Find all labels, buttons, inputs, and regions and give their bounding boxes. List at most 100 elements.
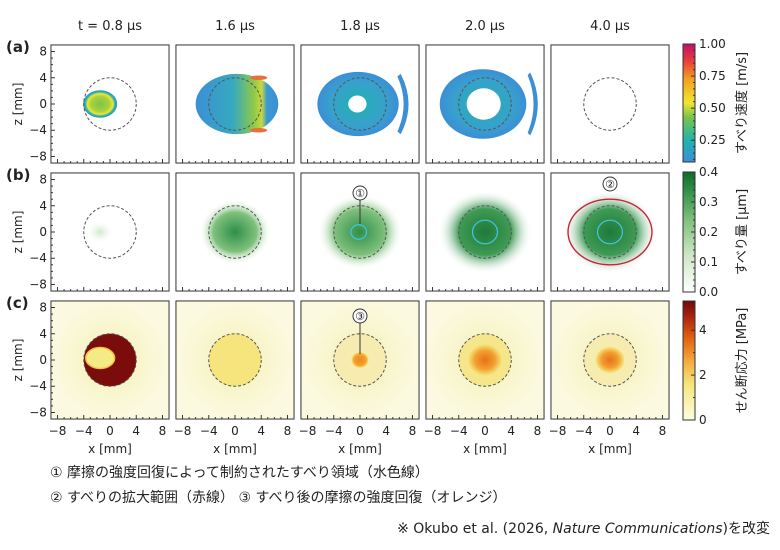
panel-a-1: −8 −4 0 4 8 z [mm] [11, 44, 170, 164]
source-prefix: ※ Okubo et al. (2026, [397, 521, 553, 537]
y-tick-label: 4 [39, 327, 47, 341]
panel-b-1: −8 −4 0 4 8 z [mm] [11, 172, 170, 292]
y-tick-label: 0 [39, 225, 47, 239]
slip-rate-hole [466, 88, 501, 120]
x-tick-label: 8 [659, 424, 667, 438]
constrained-slip-contour [598, 220, 623, 244]
panel-a-4 [425, 44, 545, 164]
y-tick-label: 8 [39, 45, 47, 59]
stress-drop-patch [86, 348, 115, 369]
panel-plot-area [175, 300, 295, 420]
slip-patch [437, 190, 533, 274]
slip-rate-hole [348, 95, 367, 113]
colorbar-tick-label: 0.4 [699, 165, 718, 179]
slip-extent-contour [568, 199, 652, 265]
x-tick-label: 0 [106, 424, 114, 438]
constrained-slip-contour [473, 220, 498, 244]
x-tick-label: 4 [382, 424, 390, 438]
panel-frame [550, 44, 670, 164]
panel-a-2 [175, 44, 295, 164]
y-tick-label: −4 [29, 251, 47, 265]
x-tick-label: 8 [534, 424, 542, 438]
panel-c-1: −8 −4 0 4 8 z [mm] −8 −4 0 4 8 x [mm] [11, 300, 170, 456]
x-axis-label: x [mm] [88, 442, 132, 456]
panel-plot-area [439, 69, 538, 139]
colorbar-tick-label: 0.50 [699, 101, 726, 115]
slip-patch [198, 199, 272, 265]
reference-circle [84, 206, 136, 258]
panel-plot-area [584, 78, 636, 130]
colorbar-gradient [682, 43, 696, 163]
y-tick-label: −4 [29, 123, 47, 137]
x-axis-label: x [mm] [463, 442, 507, 456]
strength-recovery-patch [467, 344, 503, 376]
column-title: 1.8 μs [340, 19, 380, 34]
source-suffix: )を改変 [723, 520, 770, 537]
column-title: 4.0 μs [590, 19, 630, 34]
slip-rate-arc [527, 72, 538, 136]
marker-2: ② [602, 176, 618, 192]
colorbar-a: 1.00 0.75 0.50 0.25 すべり速度 [m/s] [682, 37, 750, 163]
reference-circle [584, 78, 636, 130]
column-title: t = 0.8 μs [78, 19, 142, 34]
panel-a-5 [550, 44, 670, 164]
x-tick-label: 4 [132, 424, 140, 438]
colorbar-tick-label: 0.75 [699, 69, 726, 83]
colorbar-label: せん断応力 [MPa] [735, 308, 750, 414]
y-tick-label: 0 [39, 97, 47, 111]
caption-line-2: ② すべりの拡大範囲（赤線） ③ すべり後の摩擦の強度回復（オレンジ） [50, 489, 507, 506]
x-tick-label: −8 [299, 424, 317, 438]
caption-line-1: ① 摩擦の強度回復によって制約されたすべり領域（水色線） [50, 464, 429, 481]
panel-a-3 [300, 44, 420, 164]
column-title: 2.0 μs [465, 19, 505, 34]
colorbar-tick-label: 0 [699, 413, 707, 427]
row-label-c: (c) [6, 294, 29, 312]
x-tick-label: −4 [450, 424, 468, 438]
panel-c-4: −8 −4 0 4 8 x [mm] [424, 300, 545, 456]
panel-frame [300, 44, 420, 164]
y-tick-label: 8 [39, 173, 47, 187]
slip-rate-patch [83, 90, 118, 118]
slip-patch [317, 193, 403, 271]
x-tick-label: −8 [49, 424, 67, 438]
panel-b-5 [550, 172, 670, 292]
x-tick-label: −8 [549, 424, 567, 438]
marker-label: ① [355, 187, 365, 200]
x-axis-label: x [mm] [213, 442, 257, 456]
panel-b-4 [425, 172, 545, 292]
panel-frame [175, 44, 295, 164]
panel-b-3 [300, 172, 420, 292]
slip-rate-front-top [250, 75, 268, 81]
source-journal: Nature Communications [553, 521, 723, 537]
row-label-a: (a) [6, 38, 30, 56]
colorbar-tick-label: 4 [699, 323, 707, 337]
slip-patch [562, 190, 658, 274]
colorbar-gradient [682, 300, 696, 421]
x-tick-label: 0 [356, 424, 364, 438]
panel-plot-area [84, 206, 136, 258]
x-tick-label: 4 [507, 424, 515, 438]
column-title: 1.6 μs [215, 19, 255, 34]
slip-patch [85, 220, 115, 244]
reference-circle [84, 78, 136, 130]
panel-plot-area [198, 199, 272, 265]
y-tick-label: −8 [29, 405, 47, 419]
colorbar-tick-label: 0.3 [699, 195, 718, 209]
panel-plot-area [317, 193, 403, 271]
y-axis-label: z [mm] [11, 211, 25, 254]
colorbar-tick-label: 1.00 [699, 37, 726, 51]
y-tick-label: −8 [29, 277, 47, 291]
panel-plot-area [437, 190, 533, 274]
panel-c-2: −8 −4 0 4 8 x [mm] [174, 300, 295, 456]
y-tick-label: −8 [29, 149, 47, 163]
y-axis-label: z [mm] [11, 83, 25, 126]
x-tick-label: 4 [257, 424, 265, 438]
reference-circle [84, 334, 136, 386]
source-credit: ※ Okubo et al. (2026, Nature Communicati… [397, 520, 770, 537]
colorbar-tick-label: 0.25 [699, 133, 726, 147]
x-tick-label: 0 [231, 424, 239, 438]
panel-plot-area [195, 73, 279, 135]
y-tick-label: 4 [39, 71, 47, 85]
y-tick-label: −4 [29, 379, 47, 393]
